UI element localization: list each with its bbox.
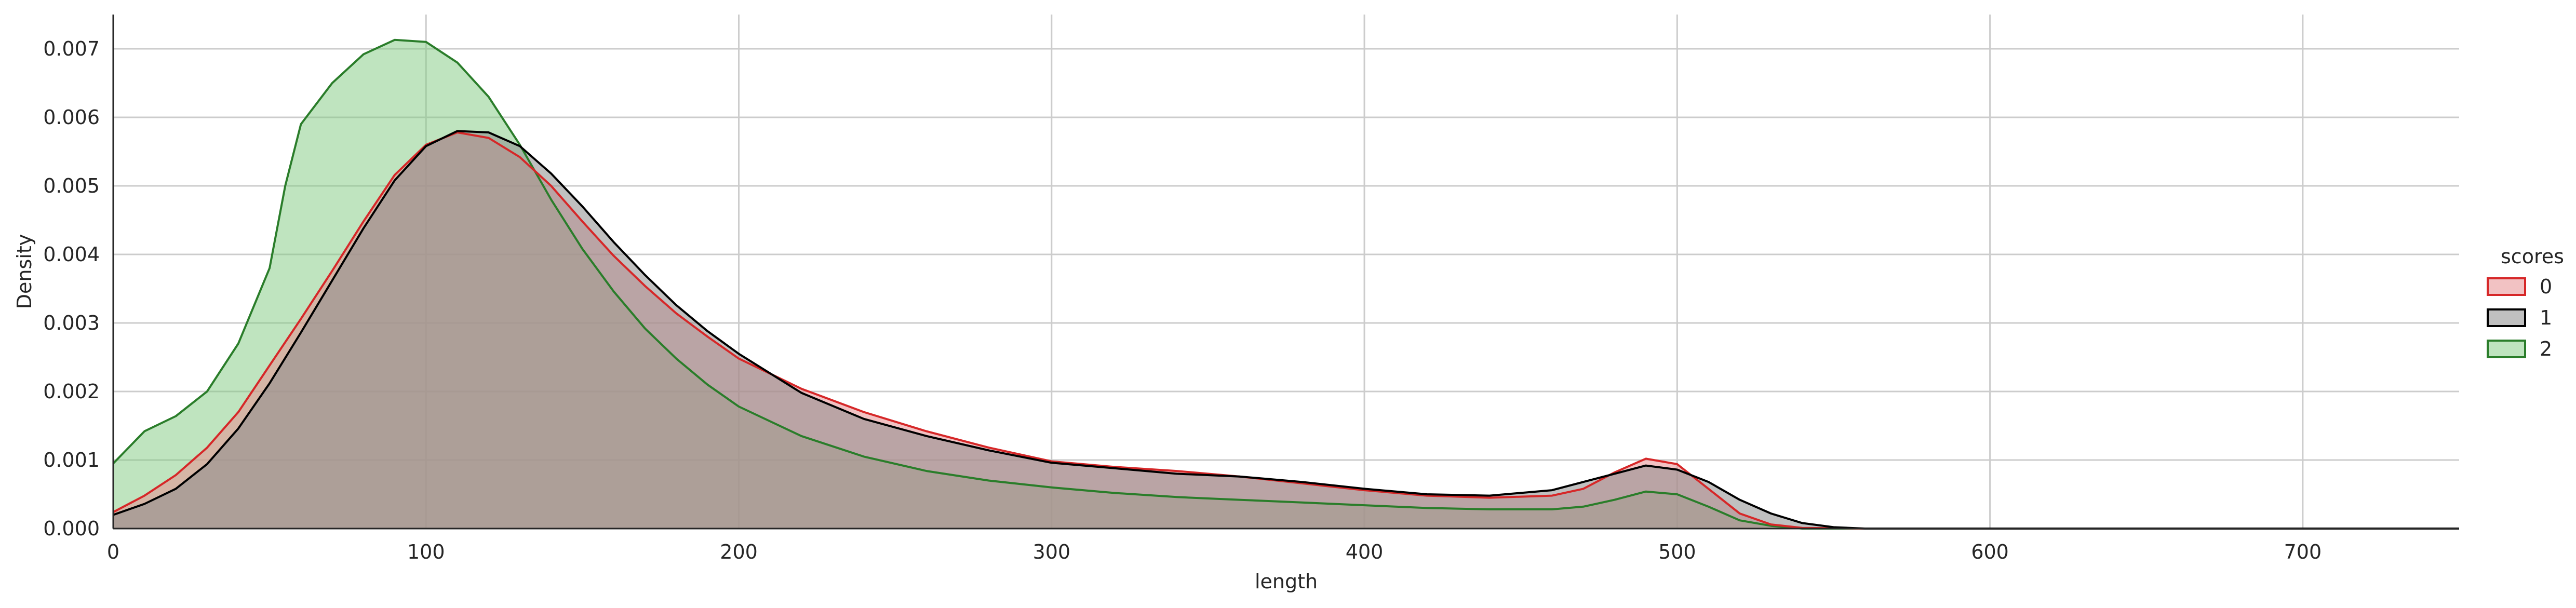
y-axis-label: Density xyxy=(13,234,36,309)
x-tick-label: 300 xyxy=(1033,541,1071,563)
y-tick-label: 0.004 xyxy=(43,243,100,266)
density-line-series-1 xyxy=(113,130,2459,530)
density-line-series-2 xyxy=(112,38,2459,530)
x-tick-label: 100 xyxy=(407,541,445,563)
x-tick-label: 500 xyxy=(1658,541,1696,563)
x-tick-label: 400 xyxy=(1346,541,1384,563)
legend-swatch xyxy=(2487,277,2526,296)
density-area-series-1 xyxy=(113,131,2459,529)
legend-item-1: 1 xyxy=(2487,306,2552,329)
legend-swatch xyxy=(2487,340,2526,358)
y-tick-label: 0.000 xyxy=(43,517,100,540)
y-tick-label: 0.003 xyxy=(43,312,100,334)
legend-item-0: 0 xyxy=(2487,275,2552,298)
y-tick-label: 0.005 xyxy=(43,174,100,197)
legend-item-2: 2 xyxy=(2487,337,2552,360)
y-tick-label: 0.002 xyxy=(43,380,100,403)
x-tick-label: 0 xyxy=(107,541,119,563)
x-tick-label: 200 xyxy=(720,541,758,563)
y-tick-label: 0.001 xyxy=(43,449,100,471)
legend-label: 0 xyxy=(2540,275,2552,298)
legend: scores 0 1 2 xyxy=(2487,245,2564,360)
density-line-series-0 xyxy=(113,131,2459,530)
x-tick-label: 600 xyxy=(1971,541,2009,563)
legend-label: 1 xyxy=(2540,306,2552,329)
legend-title: scores xyxy=(2501,245,2564,268)
axes-layer: 0 100 200 300 400 500 600 700 0.000 0.001 0.002 0.0… xyxy=(13,15,2459,593)
legend-label: 2 xyxy=(2540,337,2552,360)
x-axis-label: length xyxy=(1255,570,1318,593)
legend-swatch xyxy=(2487,308,2526,327)
area-layer xyxy=(112,38,2459,530)
x-tick-label: 700 xyxy=(2284,541,2322,563)
y-tick-label: 0.006 xyxy=(43,106,100,129)
y-tick-label: 0.007 xyxy=(43,37,100,60)
